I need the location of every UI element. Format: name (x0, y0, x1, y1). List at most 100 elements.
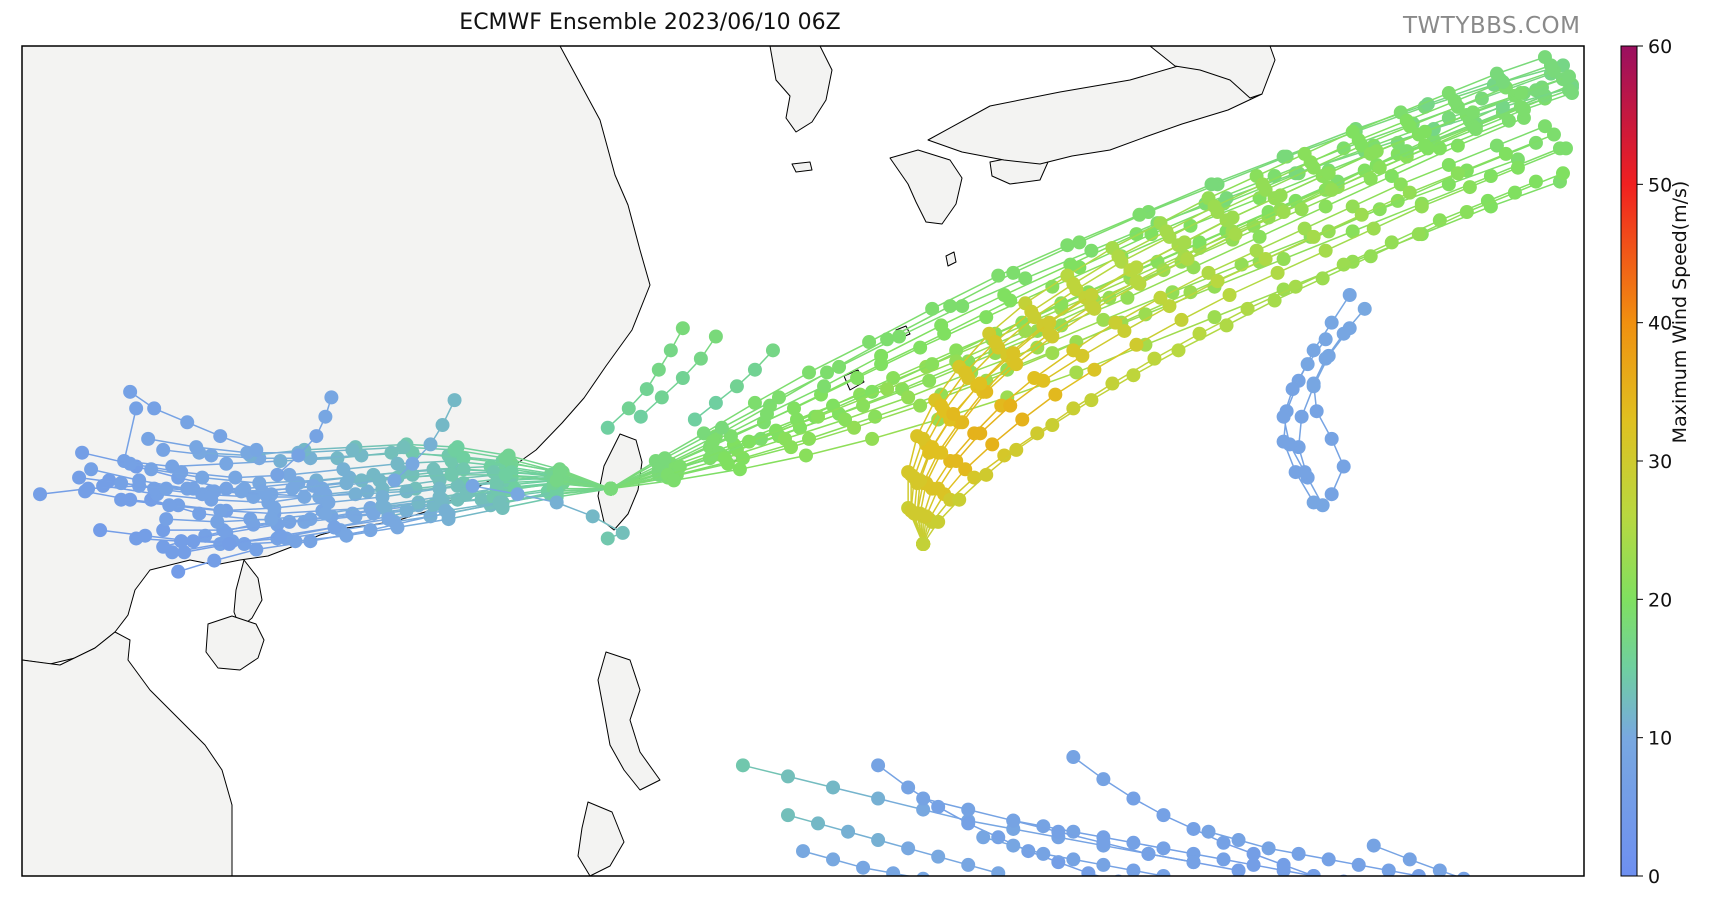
track-point (708, 329, 723, 344)
track-segment (355, 510, 407, 518)
track-point (1276, 282, 1291, 297)
track-point (1066, 276, 1081, 291)
track-point (1372, 160, 1387, 175)
track-point (1108, 315, 1123, 330)
track-point (901, 390, 916, 405)
track-point (741, 434, 756, 449)
track-segment (559, 471, 611, 490)
track-point (1495, 99, 1510, 114)
track-segment (169, 504, 221, 512)
track-segment (325, 504, 383, 515)
colorbar-tick-label: 0 (1648, 866, 1660, 888)
track-point (811, 816, 826, 831)
track-point (1288, 166, 1303, 181)
track-point (1126, 791, 1141, 806)
track-point (330, 451, 345, 466)
track-segment (226, 510, 275, 515)
track-point (438, 503, 453, 518)
northern-honshu (1149, 46, 1276, 99)
track-segment (1352, 183, 1402, 208)
track-segment (1358, 120, 1408, 141)
track-point (372, 473, 387, 488)
track-point (1516, 102, 1531, 117)
track-point (799, 448, 814, 463)
track-point (600, 420, 615, 435)
track-segment (439, 487, 497, 498)
track-point (138, 528, 153, 543)
track-segment (1037, 319, 1104, 349)
track-point (802, 365, 817, 380)
track-point (207, 553, 222, 568)
track-segment (499, 493, 557, 504)
track-point (303, 534, 318, 549)
track-point (1555, 166, 1570, 181)
track-point (934, 398, 949, 413)
track-segment (1256, 227, 1305, 252)
track-segment (1088, 261, 1158, 293)
track-point (1546, 127, 1561, 142)
track-point (210, 514, 225, 529)
track-segment (1262, 161, 1311, 186)
track-point (1366, 838, 1381, 853)
track-segment (1033, 288, 1077, 318)
track-point (1507, 185, 1522, 200)
track-point (997, 288, 1012, 302)
track-point (1036, 819, 1051, 834)
track-segment (123, 408, 137, 462)
track-point (1117, 323, 1132, 338)
track-point (651, 362, 666, 377)
track-point (913, 473, 928, 488)
track-segment (968, 819, 1014, 830)
track-segment (1256, 153, 1305, 177)
track-point (318, 409, 333, 424)
track-segment (1454, 81, 1504, 103)
track-point (714, 420, 729, 435)
track-segment (184, 543, 230, 554)
track-segment (1103, 842, 1149, 855)
track-segment (1013, 819, 1059, 833)
track-point (871, 833, 886, 848)
track-point (228, 470, 243, 485)
track-point (1255, 177, 1270, 192)
track-point (1069, 365, 1084, 380)
track-segment (1115, 297, 1161, 324)
track-point (1336, 459, 1351, 474)
track-segment (961, 277, 1026, 307)
track-point (925, 357, 940, 372)
track-segment (1048, 305, 1092, 335)
track-segment (1328, 150, 1378, 174)
track-point (198, 528, 213, 543)
track-segment (730, 407, 795, 437)
track-point (1465, 105, 1480, 120)
track-point (204, 448, 219, 463)
colorbar-label: Maximum Wind Speed(m/s) (1669, 180, 1691, 444)
track-point (75, 445, 90, 460)
track-point (465, 478, 480, 493)
track-point (1045, 418, 1060, 433)
track-segment (1523, 92, 1573, 111)
track-segment (1013, 828, 1059, 839)
track-point (1291, 846, 1306, 861)
track-point (1399, 113, 1414, 128)
track-point (961, 857, 976, 872)
track-point (777, 431, 792, 446)
track-segment (298, 449, 353, 454)
track-point (1564, 86, 1579, 101)
track-point (1084, 288, 1099, 302)
track-point (865, 431, 880, 446)
track-point (174, 465, 189, 480)
track-point (1015, 412, 1030, 427)
track-segment (793, 377, 858, 410)
track-point (363, 501, 378, 516)
track-point (1324, 487, 1339, 502)
track-point (600, 531, 615, 546)
track-point (838, 412, 853, 427)
track-point (1048, 387, 1063, 402)
track-point (1180, 252, 1195, 267)
track-segment (1178, 324, 1227, 351)
track-segment (1118, 230, 1167, 257)
track-point (1084, 243, 1099, 258)
track-point (1105, 376, 1120, 391)
colorbar-tick-label: 60 (1648, 36, 1672, 58)
track-segment (1502, 64, 1552, 83)
